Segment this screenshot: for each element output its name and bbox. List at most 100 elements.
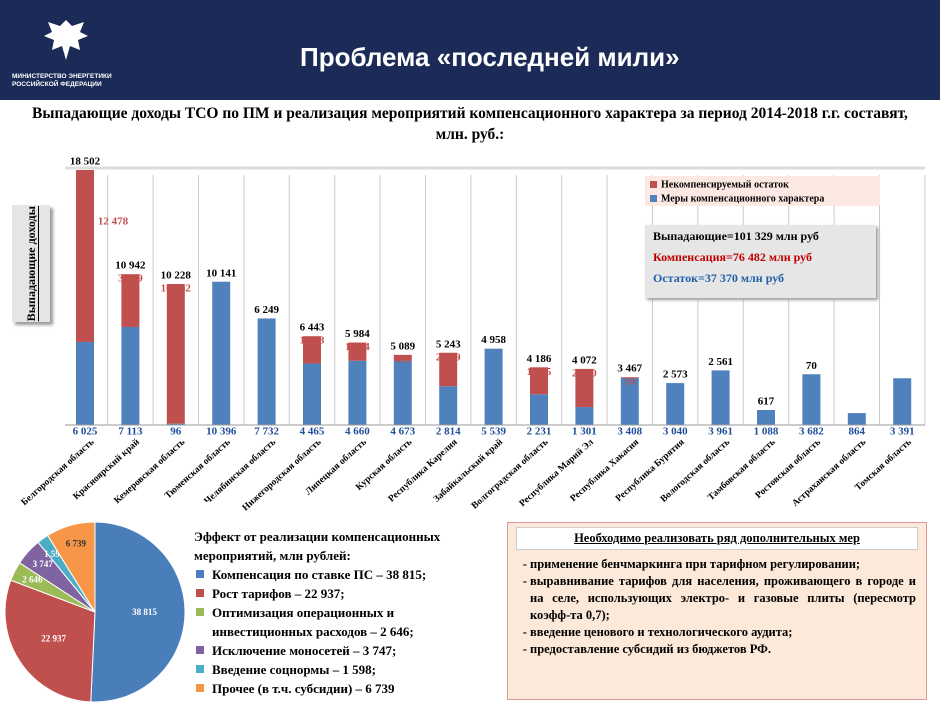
legend-swatch — [196, 684, 204, 692]
value-label: 6 025 — [73, 426, 98, 438]
pie-legend-item: Прочее (в т.ч. субсидии) – 6 739 — [194, 679, 494, 698]
bar-segment — [257, 318, 276, 425]
ministry: МИНИСТЕРСТВО ЭНЕРГЕТИКИ РОССИЙСКОЙ ФЕДЕР… — [12, 73, 112, 88]
legend-label: Введение соцнормы – 1 598; — [212, 662, 377, 677]
value-label: 2 770 — [572, 367, 597, 379]
legend-box — [645, 176, 880, 206]
bar-segment — [439, 352, 458, 387]
value-label: 12 478 — [98, 216, 129, 228]
total-label: 10 228 — [161, 270, 192, 282]
pie-legend-item: Оптимизация операционных и инвестиционны… — [194, 603, 494, 641]
pie-legend-item: Компенсация по ставке ПС – 38 815; — [194, 565, 494, 584]
bar-segment — [439, 386, 458, 425]
bar-segment — [212, 281, 231, 425]
bar-segment — [348, 360, 367, 425]
bar-segment — [757, 410, 775, 425]
legend-swatch — [196, 665, 204, 673]
value-label: 4 673 — [390, 426, 415, 438]
bar-segment — [303, 363, 321, 425]
bar-segment — [484, 348, 503, 425]
value-label: 2 429 — [436, 351, 461, 363]
total-label: 70 — [806, 360, 818, 372]
value-label: 1 301 — [572, 426, 597, 438]
value-label: 3 829 — [118, 273, 143, 285]
bar-segment — [620, 378, 639, 425]
value-label: 864 — [849, 426, 866, 438]
pie-legend: Эффект от реализации компенсационных мер… — [194, 527, 494, 698]
value-label: 7 732 — [254, 426, 279, 438]
pie-title: Эффект от реализации компенсационных мер… — [194, 529, 441, 563]
x-tick-label: Астраханская область — [790, 437, 868, 509]
measure-item: предоставление субсидий из бюджетов РФ. — [530, 641, 916, 658]
bar-segment — [847, 413, 866, 425]
legend-label: Некомпенсируемый остаток — [661, 179, 789, 190]
x-tick-label: Республика Марий Эл — [517, 436, 596, 509]
pie-slice — [46, 521, 96, 614]
value-label: 2 814 — [436, 426, 461, 438]
total-label: 6 249 — [254, 304, 279, 316]
bar-segment — [76, 169, 94, 342]
total-label: 5 984 — [345, 328, 370, 340]
total-label: 2 573 — [663, 369, 688, 381]
total-label: 4 186 — [527, 353, 552, 365]
value-label: 4 465 — [300, 426, 325, 438]
bar-segment — [393, 360, 412, 425]
legend-label: Компенсация по ставке ПС – 38 815; — [212, 567, 427, 582]
bar-segment — [802, 374, 821, 425]
header — [0, 0, 940, 100]
chart-title: Выпадающие доходы ТСО по ПМ и реализация… — [32, 105, 908, 143]
pie-slice — [90, 521, 186, 703]
measures-title: Необходимо реализовать ряд дополнительны… — [516, 527, 918, 550]
value-label: 3 408 — [617, 426, 642, 438]
value-label: 1 088 — [754, 426, 779, 438]
legend-label: Прочее (в т.ч. субсидии) – 6 739 — [212, 681, 395, 696]
legend-swatch — [650, 195, 657, 202]
side-label: Выпадающие доходы — [23, 205, 38, 322]
measure-item: выравнивание тарифов для населения, прож… — [530, 573, 916, 624]
value-label: 1 978 — [300, 335, 325, 347]
total-label: 4 958 — [481, 334, 506, 346]
total-label: 2 561 — [708, 356, 733, 368]
slide-title: Проблема «последней мили» — [300, 42, 680, 72]
value-label: 5 539 — [481, 426, 506, 438]
bar-segment — [711, 370, 730, 425]
measure-item: применение бенчмаркинга при тарифном рег… — [530, 556, 916, 573]
legend-swatch — [196, 608, 204, 616]
bar-segment — [620, 377, 639, 379]
value-label: 7 113 — [118, 426, 143, 438]
measures-box: Необходимо реализовать ряд дополнительны… — [507, 522, 927, 700]
summary-box: Выпадающие=101 329 млн руб Компенсация=7… — [645, 225, 876, 298]
measures-list: применение бенчмаркинга при тарифном рег… — [508, 556, 926, 658]
value-label: 3 682 — [799, 426, 824, 438]
pie-label: 6 739 — [66, 539, 87, 549]
measure-item: введение ценового и технологического ауд… — [530, 624, 916, 641]
bar-segment — [303, 336, 321, 364]
x-tick-label: Нижегородская область — [240, 437, 323, 514]
legend-label: Меры компенсационного характера — [661, 193, 824, 204]
pie-label: 22 937 — [41, 633, 66, 643]
bar-segment — [530, 394, 548, 425]
bar-segment — [893, 378, 912, 425]
total-label: 4 072 — [572, 354, 597, 366]
x-tick-label: Волгоградская область — [469, 437, 550, 512]
total-label: 10 141 — [206, 267, 236, 279]
pie-legend-item: Введение соцнормы – 1 598; — [194, 660, 494, 679]
total-label: 5 089 — [390, 340, 415, 352]
total-label: 3 467 — [617, 363, 642, 375]
value-label: 2 231 — [527, 426, 552, 438]
bar-segment — [76, 341, 94, 425]
pie-slice — [4, 579, 96, 703]
value-label: 415 — [395, 353, 412, 365]
bar-segment — [393, 354, 412, 361]
value-label: 3 961 — [708, 426, 733, 438]
legend-swatch — [196, 570, 204, 578]
value-label: 96 — [170, 426, 182, 438]
emblem — [44, 20, 88, 60]
bar-segment — [666, 383, 685, 425]
legend-label: Исключение моносетей – 3 747; — [212, 643, 397, 658]
summary-line: Выпадающие=101 329 млн руб — [653, 229, 819, 243]
value-label: 1 324 — [345, 341, 370, 353]
total-label: 617 — [758, 396, 775, 408]
